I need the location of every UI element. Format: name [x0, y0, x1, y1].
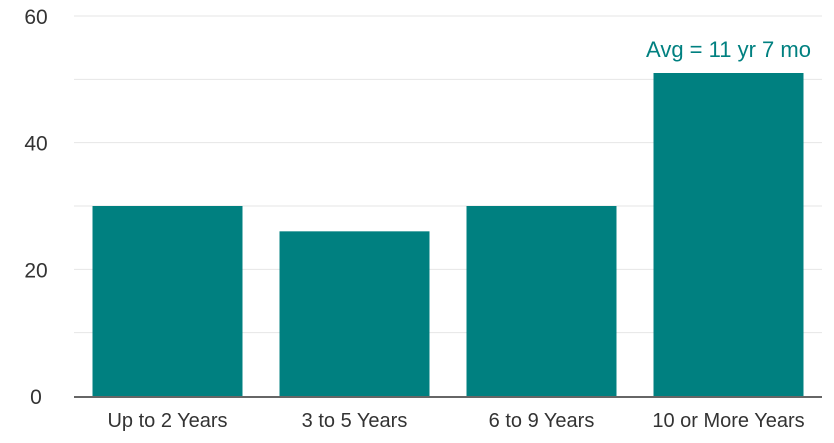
- x-tick-label: 6 to 9 Years: [489, 410, 595, 432]
- x-tick-label: Up to 2 Years: [107, 410, 227, 432]
- x-tick-label: 10 or More Years: [652, 410, 804, 432]
- y-tick-label: 60: [24, 6, 47, 29]
- x-axis-tick-labels: Up to 2 Years 3 to 5 Years 6 to 9 Years 10 …: [107, 410, 804, 432]
- annotations: Avg = 11 yr 7 mo: [646, 37, 811, 62]
- y-tick-label: 0: [30, 386, 42, 409]
- y-tick-label: 40: [24, 133, 47, 156]
- bar: [279, 231, 430, 396]
- bars: [92, 73, 804, 396]
- bar: [92, 206, 243, 396]
- bar: [466, 206, 617, 396]
- bar: [653, 73, 804, 396]
- x-tick-label: 3 to 5 Years: [302, 410, 408, 432]
- y-axis-tick-labels: 0 20 40 60: [24, 6, 47, 409]
- bar-annotation: Avg = 11 yr 7 mo: [646, 37, 811, 62]
- y-tick-label: 20: [24, 259, 47, 282]
